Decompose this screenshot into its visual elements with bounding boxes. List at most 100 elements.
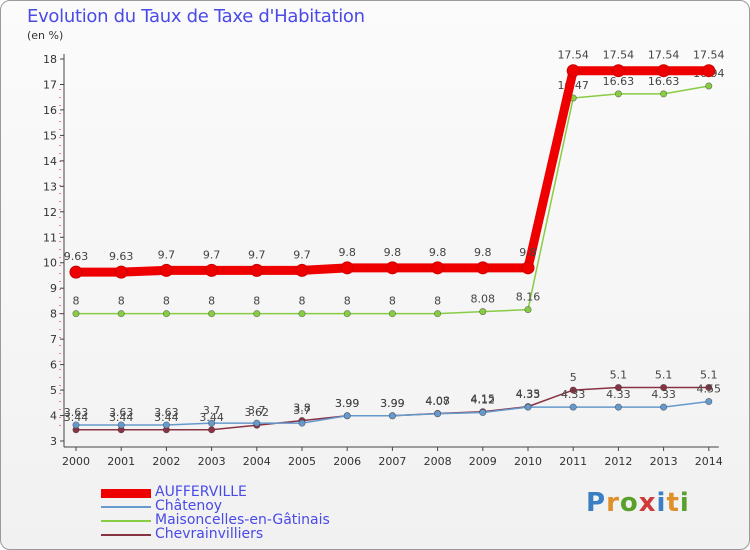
data-label: 9.7 — [293, 248, 311, 261]
x-tick-label: 2000 — [62, 455, 90, 468]
x-tick-label: 2013 — [650, 455, 678, 468]
legend-label: Chevrainvilliers — [155, 526, 264, 542]
data-point — [205, 263, 219, 277]
data-point — [117, 421, 125, 429]
x-tick-label: 2011 — [559, 455, 587, 468]
x-tick-label: 2002 — [152, 455, 180, 468]
logo-letter: i — [656, 488, 667, 518]
data-label: 3.62 — [245, 406, 270, 419]
data-label: 3.7 — [203, 404, 221, 417]
data-point — [69, 265, 83, 279]
data-point — [702, 64, 716, 78]
legend-label: Châtenoy — [155, 498, 223, 514]
legend-label: AUFFERVILLE — [155, 484, 247, 500]
data-label: 4.55 — [697, 383, 722, 396]
y-tick-label: 5 — [50, 384, 57, 397]
data-point — [298, 419, 306, 427]
x-tick-label: 2008 — [424, 455, 452, 468]
data-point — [208, 426, 216, 434]
data-label: 3.7 — [248, 404, 266, 417]
data-label: 9.8 — [338, 246, 356, 259]
data-label: 3.99 — [380, 397, 405, 410]
logo-letter: o — [619, 488, 639, 518]
data-point — [298, 310, 306, 318]
data-label: 3.8 — [293, 402, 311, 415]
data-point — [611, 64, 625, 78]
y-tick-label: 16 — [43, 104, 57, 117]
data-label: 4.07 — [425, 395, 450, 408]
proxiti-logo: Proxiti — [586, 488, 690, 518]
data-point — [705, 384, 713, 392]
data-point — [72, 421, 80, 429]
series-ch-tenoy: 3.63 3.63 3.63 3.7 3.7 3.7 3.99 3.99 4.07 4.12 4.3… — [64, 383, 721, 429]
data-point — [479, 408, 487, 416]
data-label: 9.8 — [519, 246, 537, 259]
y-tick-label: 9 — [50, 282, 57, 295]
y-tick-label: 10 — [43, 257, 57, 270]
data-label: 9.8 — [474, 246, 492, 259]
logo-letter: i — [679, 488, 690, 518]
data-point — [614, 403, 622, 411]
data-point — [479, 308, 487, 316]
data-point — [660, 384, 668, 392]
series-aufferville: 9.63 9.63 9.7 9.7 9.7 9.7 9.8 9.8 9.8 9.8 9.8 17.54… — [64, 49, 725, 279]
series-line — [75, 85, 710, 315]
data-point — [660, 403, 668, 411]
data-label: 8 — [434, 295, 441, 308]
data-point — [569, 386, 577, 394]
data-point — [250, 263, 264, 277]
data-point — [388, 412, 396, 420]
data-label: 8 — [73, 295, 80, 308]
y-tick-label: 8 — [50, 308, 57, 321]
x-tick-label: 2004 — [243, 455, 271, 468]
data-point — [705, 398, 713, 406]
y-tick-label: 7 — [50, 333, 57, 346]
data-point — [117, 310, 125, 318]
line-chart: 3 4 5 6 7 8 9 10 11 12 13 14 15 16 17 18 2000 2001 2002 200… — [43, 49, 725, 468]
data-point — [524, 403, 532, 411]
data-label: 3.44 — [154, 411, 179, 424]
data-point — [660, 90, 668, 98]
data-label: 5 — [570, 371, 577, 384]
data-label: 8 — [389, 295, 396, 308]
data-label: 17.54 — [648, 49, 680, 62]
y-tick-label: 4 — [50, 410, 57, 423]
x-tick-label: 2014 — [695, 455, 723, 468]
data-label: 9.8 — [384, 246, 402, 259]
logo-letter: t — [666, 488, 680, 518]
y-tick-label: 18 — [43, 53, 57, 66]
data-point — [208, 419, 216, 427]
data-point — [705, 82, 713, 90]
data-point — [566, 64, 580, 78]
data-point — [434, 410, 442, 418]
data-label: 9.63 — [109, 250, 134, 263]
data-point — [614, 90, 622, 98]
data-label: 4.08 — [425, 394, 450, 407]
x-tick-label: 2001 — [107, 455, 135, 468]
data-label: 16.63 — [648, 75, 680, 88]
data-point — [431, 261, 445, 275]
data-point — [162, 310, 170, 318]
data-label: 8 — [163, 295, 170, 308]
y-tick-label: 13 — [43, 180, 57, 193]
chart-title: Evolution du Taux de Taxe d'Habitation — [27, 6, 365, 27]
data-label: 5.1 — [610, 369, 628, 382]
x-tick-label: 2009 — [469, 455, 497, 468]
data-label: 9.8 — [429, 246, 447, 259]
data-label: 8 — [344, 295, 351, 308]
data-label: 3.63 — [154, 406, 179, 419]
data-label: 16.63 — [603, 75, 635, 88]
data-point — [614, 384, 622, 392]
data-label: 3.99 — [380, 397, 405, 410]
data-label: 17.54 — [693, 49, 725, 62]
legend-swatch — [101, 520, 151, 522]
data-point — [208, 310, 216, 318]
data-point — [657, 64, 671, 78]
data-point — [476, 261, 490, 275]
data-point — [253, 419, 261, 427]
data-label: 5.1 — [655, 369, 673, 382]
data-point — [434, 310, 442, 318]
logo-letter: P — [586, 488, 607, 518]
x-tick-label: 2003 — [198, 455, 226, 468]
